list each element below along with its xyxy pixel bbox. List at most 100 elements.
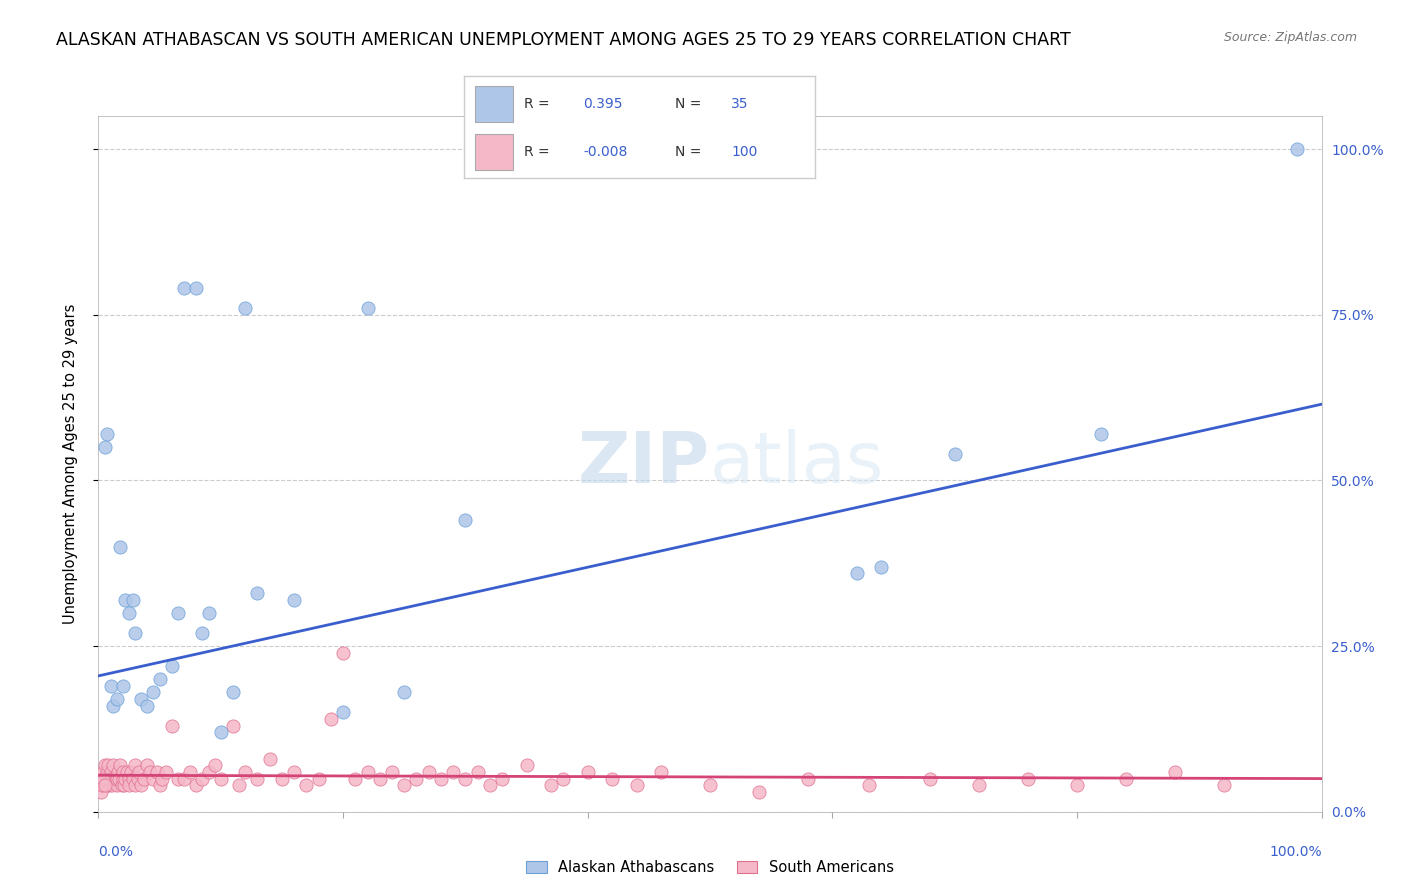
Point bbox=[1286, 142, 1309, 156]
Point bbox=[91, 764, 114, 779]
Point bbox=[454, 772, 477, 786]
Point bbox=[120, 764, 142, 779]
Point bbox=[295, 778, 318, 792]
Point bbox=[246, 586, 269, 600]
Point bbox=[91, 778, 114, 792]
Point bbox=[478, 778, 501, 792]
Point bbox=[576, 764, 599, 779]
Point bbox=[136, 698, 159, 713]
Point bbox=[129, 692, 152, 706]
Point bbox=[149, 672, 172, 686]
Point bbox=[1164, 764, 1187, 779]
Point bbox=[233, 764, 256, 779]
Point bbox=[94, 778, 117, 792]
Point bbox=[124, 758, 146, 772]
Point bbox=[222, 685, 245, 699]
Point bbox=[441, 764, 464, 779]
Point bbox=[283, 764, 305, 779]
Point bbox=[392, 685, 416, 699]
Point bbox=[222, 718, 245, 732]
Point bbox=[110, 758, 132, 772]
Point bbox=[967, 778, 990, 792]
Point bbox=[139, 764, 162, 779]
Point bbox=[118, 778, 141, 792]
Point bbox=[870, 559, 893, 574]
Point bbox=[96, 427, 118, 442]
Point bbox=[142, 685, 165, 699]
Text: ZIP: ZIP bbox=[578, 429, 710, 499]
Point bbox=[167, 606, 190, 620]
Point bbox=[418, 764, 440, 779]
Point bbox=[191, 772, 214, 786]
Point bbox=[405, 772, 427, 786]
Point bbox=[105, 778, 128, 792]
Point bbox=[204, 758, 226, 772]
Point bbox=[160, 659, 183, 673]
Point bbox=[356, 764, 378, 779]
Point bbox=[748, 785, 770, 799]
Point bbox=[356, 301, 378, 315]
Point bbox=[132, 772, 155, 786]
Bar bbox=[475, 135, 513, 170]
Point bbox=[332, 706, 354, 720]
Point bbox=[121, 592, 143, 607]
Text: 100.0%: 100.0% bbox=[1270, 846, 1322, 859]
Text: 0.0%: 0.0% bbox=[98, 846, 134, 859]
Point bbox=[101, 758, 124, 772]
Point bbox=[90, 772, 112, 786]
Point bbox=[858, 778, 880, 792]
Point bbox=[392, 778, 416, 792]
Point bbox=[167, 772, 190, 786]
Point bbox=[93, 440, 115, 454]
Point bbox=[197, 764, 219, 779]
Point bbox=[100, 772, 122, 786]
Point bbox=[111, 778, 134, 792]
Point bbox=[430, 772, 453, 786]
Point bbox=[1115, 772, 1137, 786]
Point bbox=[179, 764, 201, 779]
Point bbox=[111, 679, 134, 693]
Point bbox=[121, 772, 143, 786]
Point bbox=[920, 772, 942, 786]
Y-axis label: Unemployment Among Ages 25 to 29 years: Unemployment Among Ages 25 to 29 years bbox=[63, 303, 77, 624]
Point bbox=[91, 772, 114, 786]
Point bbox=[114, 772, 136, 786]
Point bbox=[344, 772, 367, 786]
Point bbox=[319, 712, 342, 726]
Point bbox=[186, 778, 208, 792]
Text: 100: 100 bbox=[731, 145, 758, 160]
Point bbox=[186, 281, 208, 295]
Point bbox=[97, 758, 120, 772]
Point bbox=[100, 679, 122, 693]
Point bbox=[1017, 772, 1039, 786]
Point bbox=[1212, 778, 1234, 792]
Point bbox=[332, 646, 354, 660]
Point bbox=[93, 778, 115, 792]
Point bbox=[1066, 778, 1088, 792]
Point bbox=[101, 698, 124, 713]
Point bbox=[96, 778, 118, 792]
Point bbox=[118, 772, 141, 786]
Text: Source: ZipAtlas.com: Source: ZipAtlas.com bbox=[1223, 31, 1357, 45]
Text: N =: N = bbox=[675, 145, 702, 160]
Point bbox=[197, 606, 219, 620]
Point bbox=[91, 778, 114, 792]
Point bbox=[381, 764, 404, 779]
Point bbox=[96, 764, 118, 779]
Point bbox=[104, 772, 127, 786]
Point bbox=[101, 778, 124, 792]
Point bbox=[124, 625, 146, 640]
Point bbox=[128, 764, 150, 779]
Point bbox=[308, 772, 330, 786]
Point bbox=[98, 778, 121, 792]
Point bbox=[626, 778, 648, 792]
Point bbox=[228, 778, 250, 792]
Point bbox=[93, 772, 115, 786]
Point bbox=[114, 592, 136, 607]
Point bbox=[797, 772, 820, 786]
Point bbox=[270, 772, 294, 786]
Text: 0.395: 0.395 bbox=[583, 97, 623, 111]
Point bbox=[105, 772, 128, 786]
Point bbox=[160, 718, 183, 732]
Point bbox=[129, 778, 152, 792]
